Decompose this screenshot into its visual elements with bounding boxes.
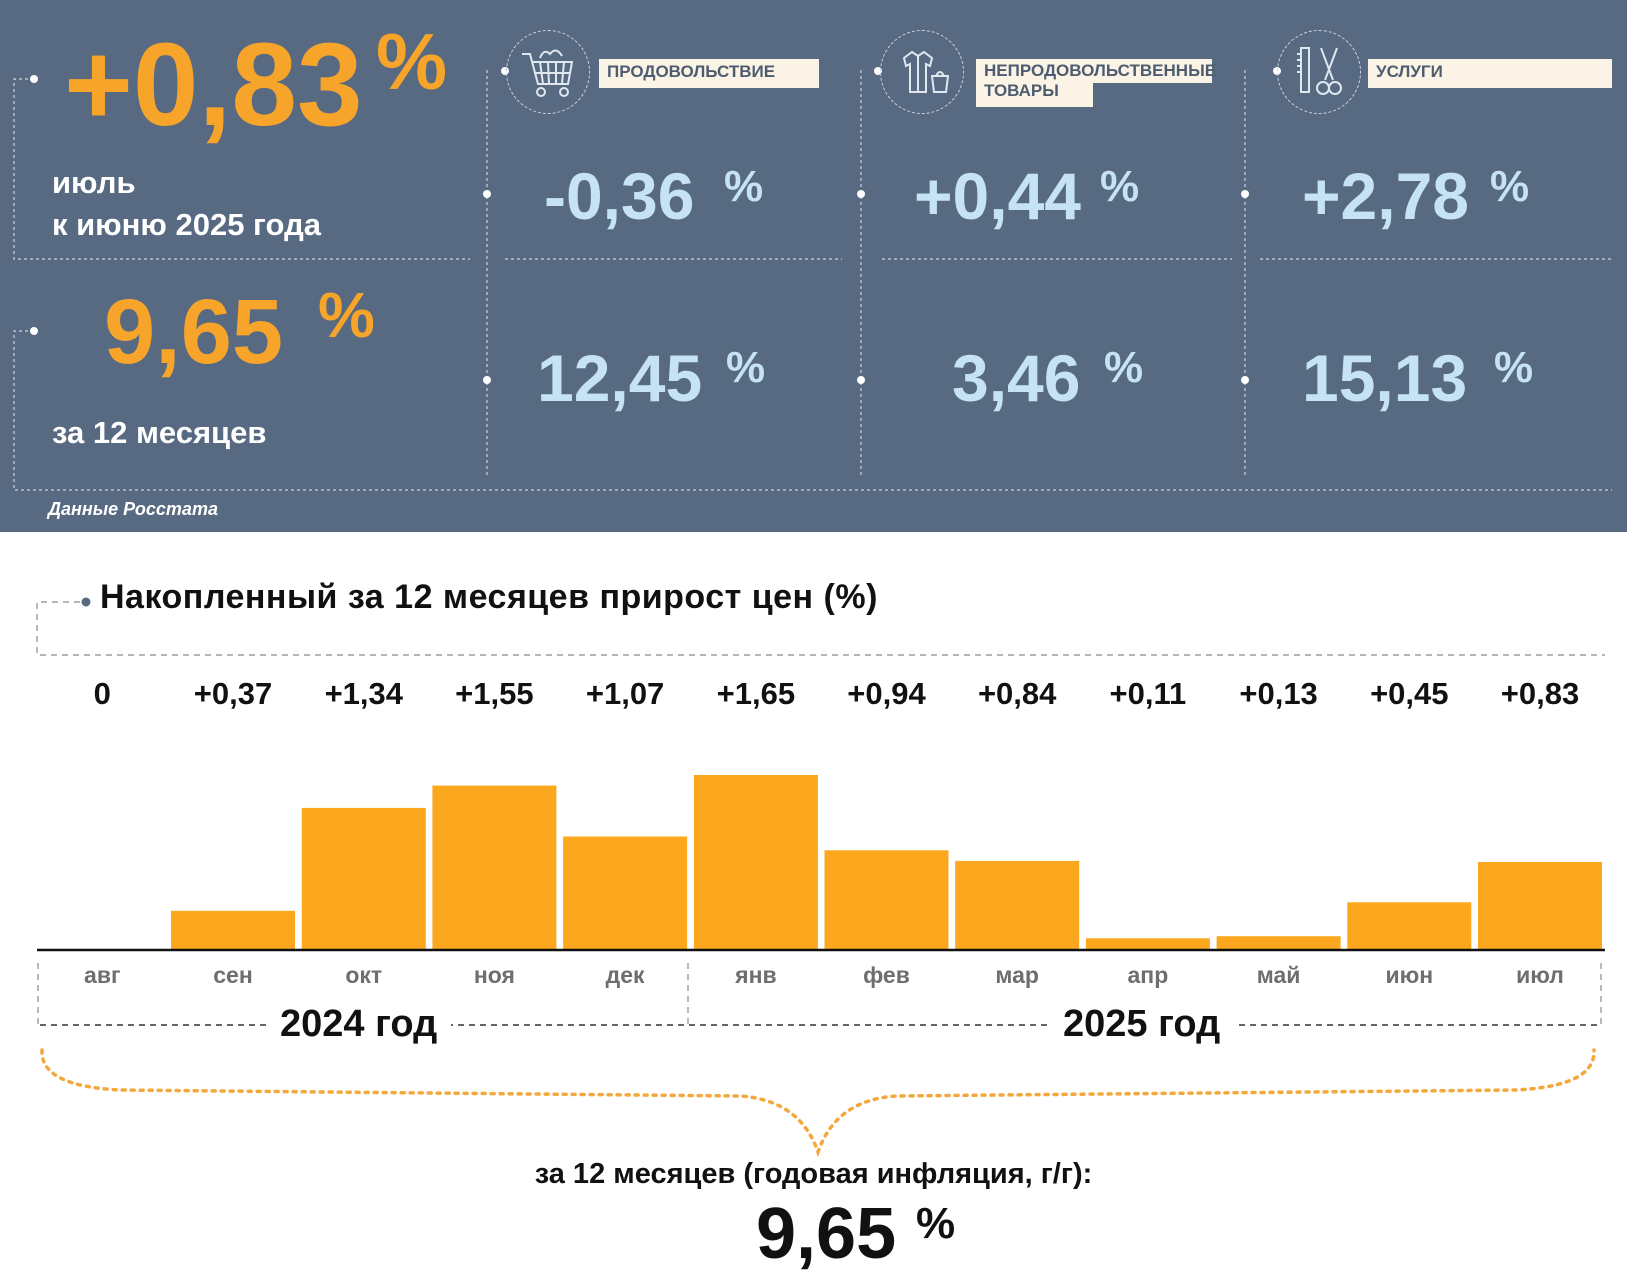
year-label-2025: 2025 год (1049, 1003, 1235, 1046)
summary-panel: +0,83 % июль к июню 2025 года 9,65 % за … (0, 0, 1627, 532)
value-label-сен: +0,37 (193, 676, 273, 711)
value-label-авг: 0 (93, 676, 111, 711)
services-annual-pct: % (1494, 343, 1534, 392)
year-label-2024: 2024 год (266, 1003, 452, 1046)
scissors-comb-icon (1277, 30, 1361, 114)
value-label-фев: +0,94 (847, 676, 926, 711)
food-annual-value: 12,45 (537, 341, 703, 415)
nonfood-monthly-pct: % (1100, 162, 1140, 211)
category-label-food: ПРОДОВОЛЬСТВИЕ (599, 59, 819, 88)
monthly-inflation-pct: % (376, 17, 448, 106)
month-label-апр: апр (1127, 962, 1169, 988)
food-monthly-pct: % (724, 162, 764, 211)
month-label-сен: сен (213, 962, 253, 988)
annual-inflation-total: 9,65 (756, 1194, 897, 1274)
bar-сен (171, 910, 295, 950)
value-label-янв: +1,65 (716, 676, 796, 711)
data-source: Данные Росстата (48, 499, 218, 519)
annual-caption: за 12 месяцев (52, 415, 267, 450)
annual-inflation-total-pct: % (916, 1199, 956, 1248)
bar-апр (1085, 938, 1210, 950)
bar-дек (563, 836, 688, 950)
nonfood-annual-pct: % (1104, 343, 1144, 392)
month-label-фев: фев (863, 962, 910, 988)
annual-inflation-pct: % (318, 279, 375, 351)
bar-май (1216, 936, 1341, 950)
value-label-июн: +0,45 (1370, 676, 1449, 711)
month-label-мар: мар (995, 962, 1039, 988)
value-label-мар: +0,84 (977, 676, 1057, 711)
nonfood-label-bg (976, 59, 1212, 83)
nonfood-label-bg-2 (976, 83, 1093, 107)
services-monthly-value: +2,78 (1302, 159, 1469, 233)
shopping-cart-icon (506, 30, 590, 114)
food-annual-pct: % (726, 343, 766, 392)
month-label-июл: июл (1516, 962, 1564, 988)
category-label-services: УСЛУГИ (1368, 59, 1612, 88)
month-label-июн: июн (1385, 962, 1434, 988)
month-label-май: май (1256, 962, 1301, 988)
value-label-ноя: +1,55 (455, 676, 534, 711)
value-label-апр: +0,11 (1109, 676, 1187, 711)
monthly-caption: июль к июню 2025 года (52, 165, 321, 242)
month-label-ноя: ноя (473, 962, 515, 988)
value-label-окт: +1,34 (324, 676, 404, 711)
category-label-nonfood-text: НЕПРОДОВОЛЬСТВЕННЫЕ ТОВАРЫ (984, 61, 1217, 100)
bar-мар (955, 860, 1080, 950)
nonfood-monthly-value: +0,44 (914, 159, 1081, 233)
value-label-июл: +0,83 (1500, 676, 1580, 711)
month-label-янв: янв (735, 962, 777, 988)
chart-title: Накопленный за 12 месяцев прирост цен (%… (100, 578, 878, 616)
monthly-inflation-value: +0,83 (64, 19, 363, 151)
food-monthly-value: -0,36 (544, 159, 695, 233)
clothing-icon (880, 30, 964, 114)
bar-ноя (432, 785, 557, 950)
month-label-дек: дек (605, 962, 645, 988)
bar-фев (824, 850, 949, 950)
value-label-май: +0,13 (1239, 676, 1318, 711)
month-label-авг: авг (84, 962, 121, 988)
value-label-дек: +1,07 (585, 676, 665, 711)
bar-июл (1478, 862, 1602, 950)
services-annual-value: 15,13 (1302, 341, 1468, 415)
bar-окт (301, 807, 426, 950)
bar-янв (693, 775, 818, 950)
bar-июн (1347, 902, 1472, 950)
annual-inflation-value: 9,65 (104, 281, 284, 383)
month-label-окт: окт (345, 962, 383, 988)
panel-dividers (13, 67, 1612, 491)
annual-inflation-caption: за 12 месяцев (годовая инфляция, г/г): (534, 1158, 1093, 1190)
nonfood-annual-value: 3,46 (952, 341, 1081, 415)
services-monthly-pct: % (1490, 162, 1530, 211)
